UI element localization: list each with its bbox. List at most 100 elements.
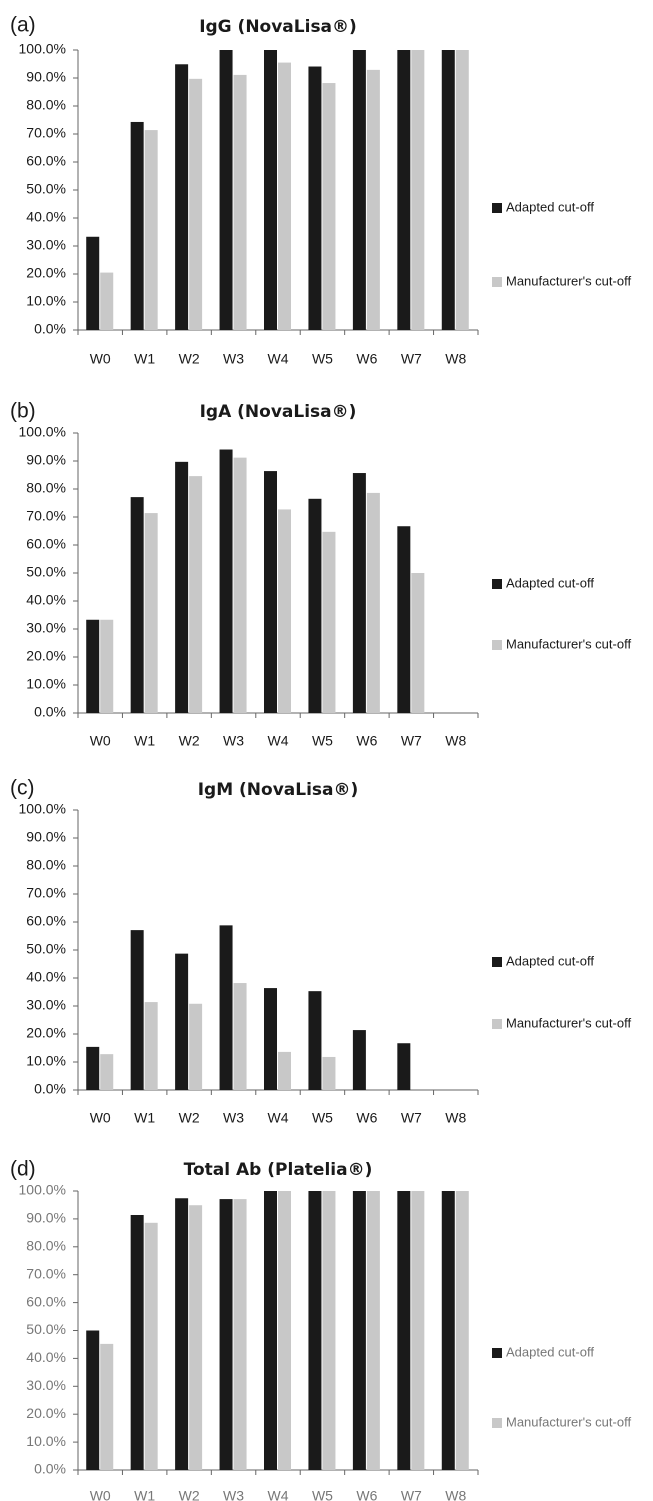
y-tick-label: 20.0% bbox=[26, 1405, 66, 1421]
x-tick-label: W7 bbox=[401, 1110, 422, 1126]
y-tick-label: 20.0% bbox=[26, 1025, 66, 1041]
bar-manufacturer-w1 bbox=[144, 130, 158, 330]
legend-swatch bbox=[492, 1019, 502, 1029]
y-tick-label: 80.0% bbox=[26, 480, 66, 496]
y-tick-label: 60.0% bbox=[26, 536, 66, 552]
bar-manufacturer-w5 bbox=[322, 531, 336, 713]
x-tick-label: W1 bbox=[134, 733, 155, 749]
y-tick-label: 10.0% bbox=[26, 293, 66, 309]
y-tick-label: 10.0% bbox=[26, 676, 66, 692]
bar-manufacturer-w2 bbox=[189, 78, 203, 330]
x-tick-label: W7 bbox=[401, 351, 422, 367]
bar-manufacturer-w0 bbox=[100, 1343, 114, 1470]
bar-manufacturer-w5 bbox=[322, 1191, 336, 1470]
x-tick-label: W0 bbox=[90, 1488, 111, 1501]
x-tick-label: W3 bbox=[223, 733, 244, 749]
y-tick-label: 90.0% bbox=[26, 1210, 66, 1226]
panel-letter: (a) bbox=[10, 14, 36, 37]
bar-adapted-w1 bbox=[130, 497, 144, 713]
legend-label: Manufacturer's cut-off bbox=[506, 636, 631, 651]
bar-manufacturer-w2 bbox=[189, 1003, 203, 1090]
y-tick-label: 50.0% bbox=[26, 564, 66, 580]
bar-adapted-w2 bbox=[175, 461, 189, 713]
bar-adapted-w7 bbox=[397, 1191, 411, 1470]
y-tick-label: 100.0% bbox=[19, 801, 66, 817]
x-tick-label: W2 bbox=[179, 1488, 200, 1501]
y-tick-label: 40.0% bbox=[26, 209, 66, 225]
y-tick-label: 40.0% bbox=[26, 592, 66, 608]
x-tick-label: W3 bbox=[223, 1110, 244, 1126]
y-tick-label: 100.0% bbox=[19, 1182, 66, 1198]
bar-manufacturer-w3 bbox=[233, 1199, 247, 1470]
bar-adapted-w8 bbox=[441, 50, 455, 330]
bar-adapted-w1 bbox=[130, 930, 144, 1090]
y-tick-label: 40.0% bbox=[26, 1349, 66, 1365]
bar-adapted-w6 bbox=[352, 1030, 366, 1090]
legend-swatch bbox=[492, 1348, 502, 1358]
legend-swatch bbox=[492, 203, 502, 213]
bar-adapted-w7 bbox=[397, 526, 411, 713]
x-tick-label: W8 bbox=[445, 1110, 466, 1126]
x-tick-label: W5 bbox=[312, 351, 333, 367]
x-tick-label: W6 bbox=[356, 351, 377, 367]
legend-swatch bbox=[492, 1418, 502, 1428]
bar-adapted-w0 bbox=[86, 1046, 100, 1090]
bar-adapted-w8 bbox=[441, 1191, 455, 1470]
panel-letter: (d) bbox=[10, 1158, 36, 1181]
bar-manufacturer-w6 bbox=[366, 69, 380, 330]
bar-manufacturer-w0 bbox=[100, 272, 114, 330]
x-tick-label: W1 bbox=[134, 1110, 155, 1126]
y-tick-label: 80.0% bbox=[26, 1238, 66, 1254]
bar-adapted-w6 bbox=[352, 50, 366, 330]
legend-label: Adapted cut-off bbox=[506, 953, 594, 968]
bar-manufacturer-w3 bbox=[233, 983, 247, 1090]
chart-title: IgA (NovaLisa®) bbox=[200, 402, 357, 422]
legend-swatch bbox=[492, 640, 502, 650]
x-tick-label: W2 bbox=[179, 733, 200, 749]
x-tick-label: W2 bbox=[179, 1110, 200, 1126]
y-tick-label: 50.0% bbox=[26, 1321, 66, 1337]
bar-adapted-w2 bbox=[175, 64, 189, 330]
x-tick-label: W4 bbox=[268, 1488, 289, 1501]
bar-adapted-w0 bbox=[86, 236, 100, 330]
legend-swatch bbox=[492, 957, 502, 967]
y-tick-label: 90.0% bbox=[26, 829, 66, 845]
x-tick-label: W0 bbox=[90, 733, 111, 749]
bar-adapted-w5 bbox=[308, 66, 322, 331]
bar-adapted-w2 bbox=[175, 953, 189, 1090]
legend-swatch bbox=[492, 277, 502, 287]
bar-adapted-w4 bbox=[264, 1191, 277, 1470]
x-tick-label: W5 bbox=[312, 733, 333, 749]
x-tick-label: W1 bbox=[134, 1488, 155, 1501]
bar-manufacturer-w1 bbox=[144, 513, 158, 713]
panel-letter: (b) bbox=[10, 400, 36, 423]
bar-manufacturer-w0 bbox=[100, 1054, 114, 1090]
legend-label: Manufacturer's cut-off bbox=[506, 1015, 631, 1030]
bar-adapted-w5 bbox=[308, 1191, 322, 1470]
bar-manufacturer-w7 bbox=[411, 573, 425, 713]
bar-adapted-w4 bbox=[264, 50, 277, 330]
bar-manufacturer-w2 bbox=[189, 1205, 203, 1470]
y-tick-label: 50.0% bbox=[26, 181, 66, 197]
x-tick-label: W6 bbox=[356, 733, 377, 749]
y-tick-label: 100.0% bbox=[19, 41, 66, 57]
y-tick-label: 70.0% bbox=[26, 125, 66, 141]
bar-manufacturer-w5 bbox=[322, 1056, 336, 1090]
bar-manufacturer-w6 bbox=[366, 492, 380, 713]
y-tick-label: 0.0% bbox=[34, 1081, 66, 1097]
y-tick-label: 60.0% bbox=[26, 913, 66, 929]
bar-adapted-w3 bbox=[219, 449, 233, 713]
chart-panel-d: (d) Total Ab (Platelia®) 0.0% 10.0% 20.0% 30.… bbox=[10, 1158, 631, 1501]
x-tick-label: W0 bbox=[90, 1110, 111, 1126]
bar-manufacturer-w7 bbox=[411, 50, 425, 330]
y-tick-label: 0.0% bbox=[34, 704, 66, 720]
bar-adapted-w1 bbox=[130, 121, 144, 331]
bar-manufacturer-w6 bbox=[366, 1191, 380, 1470]
bar-manufacturer-w4 bbox=[278, 509, 291, 713]
chart-title: IgG (NovaLisa®) bbox=[199, 17, 357, 37]
y-tick-label: 100.0% bbox=[19, 424, 66, 440]
x-tick-label: W8 bbox=[445, 1488, 466, 1501]
y-tick-label: 70.0% bbox=[26, 508, 66, 524]
bar-manufacturer-w0 bbox=[100, 619, 114, 713]
y-tick-label: 70.0% bbox=[26, 1265, 66, 1281]
